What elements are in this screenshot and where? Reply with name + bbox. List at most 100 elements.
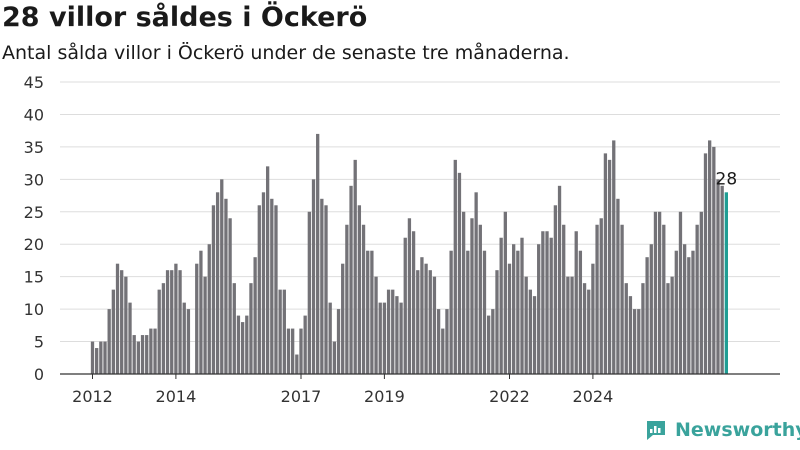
bar <box>503 211 507 374</box>
bar <box>641 283 645 374</box>
bar <box>299 328 303 374</box>
bar <box>199 250 203 374</box>
bar <box>682 244 687 374</box>
bar <box>716 179 720 374</box>
bar <box>265 166 270 374</box>
bar <box>566 276 570 374</box>
bar <box>537 244 541 374</box>
bar <box>270 198 274 374</box>
bar <box>278 289 282 374</box>
bar <box>478 224 482 374</box>
bar <box>695 224 699 374</box>
bar <box>482 250 487 374</box>
bar <box>282 289 286 374</box>
bar <box>512 244 516 374</box>
bar <box>286 328 291 374</box>
y-tick-label: 40 <box>24 105 44 124</box>
bar <box>587 289 591 374</box>
bar <box>445 309 449 374</box>
bar <box>524 276 528 374</box>
bar <box>332 341 337 374</box>
bar <box>541 231 545 374</box>
bar <box>549 237 553 374</box>
bar <box>628 296 633 374</box>
bar <box>620 224 624 374</box>
bar <box>595 224 599 374</box>
bar <box>257 205 261 374</box>
bar <box>149 328 153 374</box>
bar <box>124 276 128 374</box>
bar <box>574 231 578 374</box>
bar <box>416 270 420 374</box>
bar <box>90 341 95 374</box>
bar <box>699 211 703 374</box>
bar <box>662 224 666 374</box>
bar <box>674 250 678 374</box>
bar <box>603 153 608 374</box>
bar <box>107 309 111 374</box>
bar <box>466 250 470 374</box>
bar <box>349 185 353 374</box>
bar <box>132 335 136 374</box>
bar <box>240 322 245 374</box>
bar <box>436 309 441 374</box>
bar <box>303 315 307 374</box>
bar <box>499 237 503 374</box>
bar <box>712 146 716 374</box>
bar <box>461 211 466 374</box>
bar <box>203 276 207 374</box>
bar <box>399 302 403 374</box>
bar <box>607 159 612 374</box>
bar <box>562 224 566 374</box>
bar <box>653 211 658 374</box>
bar <box>487 315 491 374</box>
bar <box>599 218 603 374</box>
x-tick-label: 2014 <box>156 387 197 406</box>
bar <box>411 231 416 374</box>
bar <box>491 309 495 374</box>
bar <box>407 218 412 374</box>
bar <box>170 270 174 374</box>
bar <box>236 315 241 374</box>
bar <box>391 289 395 374</box>
bar <box>670 276 674 374</box>
newsworthy-logo-icon <box>647 421 665 440</box>
bar <box>637 309 641 374</box>
bar <box>382 302 387 374</box>
highlighted-bar <box>724 192 728 374</box>
bar <box>328 302 332 374</box>
bar <box>136 341 141 374</box>
bar <box>441 328 445 374</box>
bar <box>520 237 524 374</box>
bar <box>145 335 149 374</box>
bar <box>95 348 99 374</box>
bar <box>453 159 457 374</box>
bar <box>495 270 499 374</box>
bar <box>666 283 670 374</box>
bar <box>557 185 562 374</box>
bar <box>687 257 691 374</box>
bar <box>245 315 249 374</box>
bar <box>528 289 532 374</box>
bar <box>516 250 520 374</box>
bar <box>532 296 537 374</box>
bar <box>361 224 366 374</box>
y-tick-label: 25 <box>24 203 44 222</box>
bar <box>291 328 295 374</box>
bar <box>616 198 620 374</box>
bar <box>370 250 374 374</box>
bar <box>345 224 349 374</box>
y-tick-label: 0 <box>34 365 44 384</box>
bar <box>470 218 474 374</box>
bar <box>99 341 103 374</box>
x-tick-label: 2017 <box>281 387 322 406</box>
bar <box>424 263 428 374</box>
bar <box>553 205 558 374</box>
bar <box>157 289 161 374</box>
bar <box>403 237 407 374</box>
bar <box>632 309 637 374</box>
bar <box>232 283 236 374</box>
bar <box>545 231 549 374</box>
bar <box>274 205 278 374</box>
bar <box>507 263 512 374</box>
